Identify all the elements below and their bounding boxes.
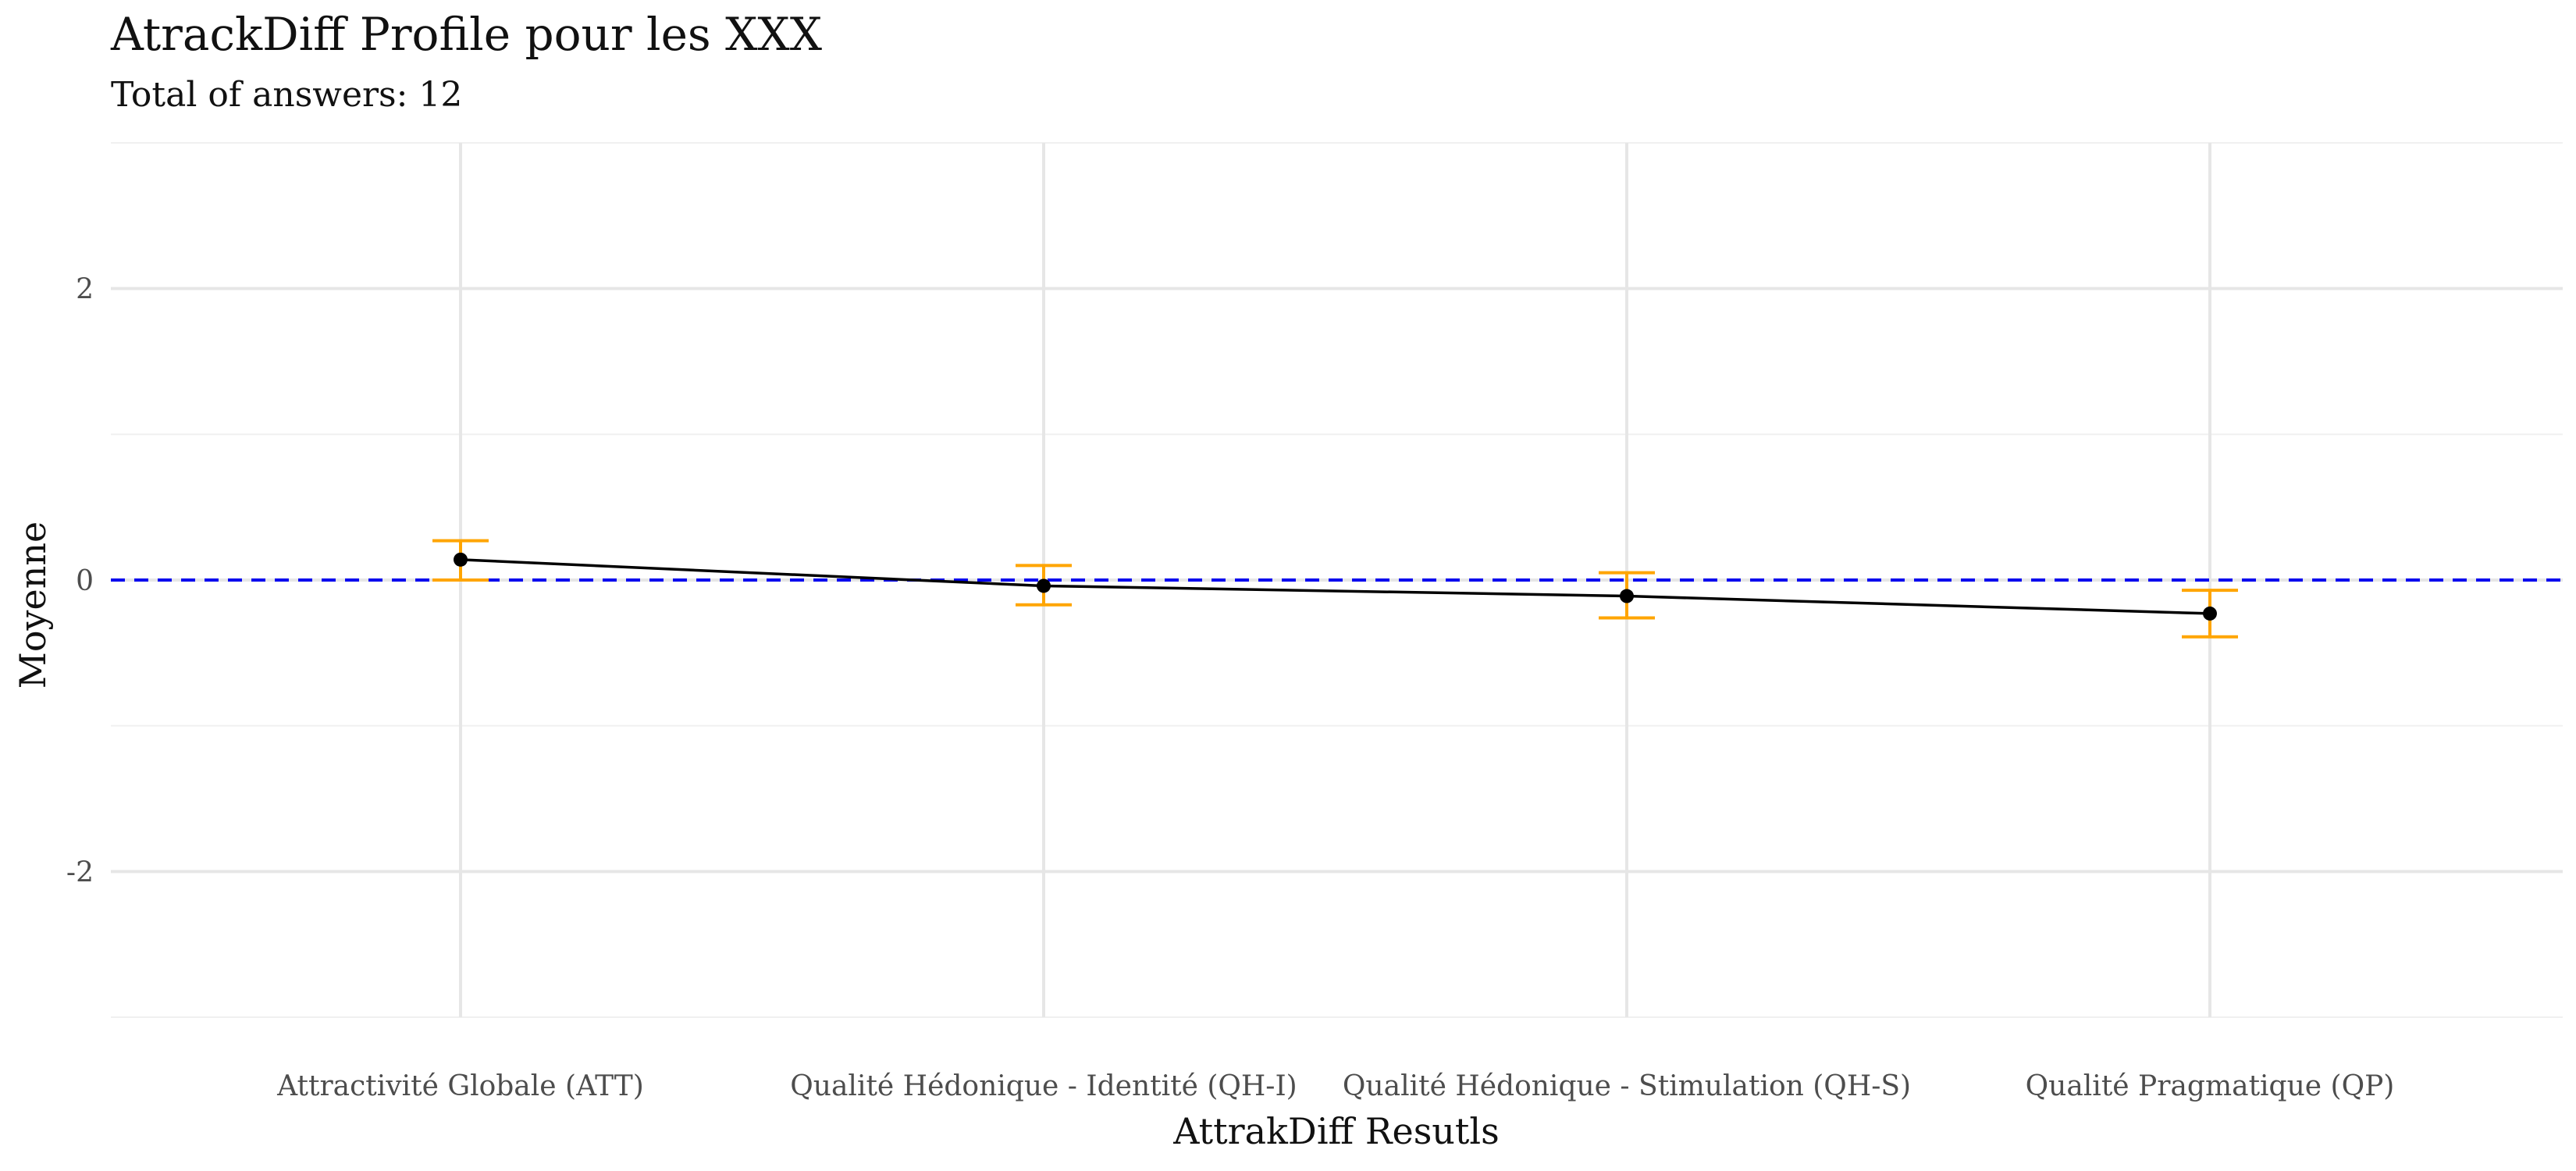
chart-title: AtrackDiff Profile pour les XXX: [111, 8, 822, 61]
data-point: [1037, 578, 1051, 593]
y-tick-labels: -2 0 2: [66, 274, 94, 889]
data-point: [2203, 606, 2217, 621]
x-tick-label: Qualité Hédonique - Identité (QH-I): [790, 1070, 1297, 1102]
x-axis-title: AttrakDiff Resutls: [1172, 1110, 1499, 1152]
x-tick-label: Qualité Pragmatique (QP): [2026, 1070, 2395, 1102]
x-tick-labels: Attractivité Globale (ATT) Qualité Hédoni…: [276, 1070, 2394, 1102]
x-tick-label: Attractivité Globale (ATT): [276, 1070, 644, 1102]
chart-subtitle: Total of answers: 12: [111, 75, 463, 115]
series-line: [460, 558, 2211, 615]
y-axis-title: Moyenne: [12, 521, 54, 689]
error-bars: [432, 539, 2238, 639]
y-tick-label: 0: [76, 565, 94, 597]
y-tick-label: 2: [76, 274, 94, 306]
series-line-layer: [460, 558, 2211, 615]
data-points: [454, 552, 2217, 621]
data-point: [1620, 589, 1634, 603]
y-tick-label: -2: [66, 856, 94, 888]
x-tick-label: Qualité Hédonique - Stimulation (QH-S): [1343, 1070, 1911, 1102]
data-point: [454, 552, 468, 567]
